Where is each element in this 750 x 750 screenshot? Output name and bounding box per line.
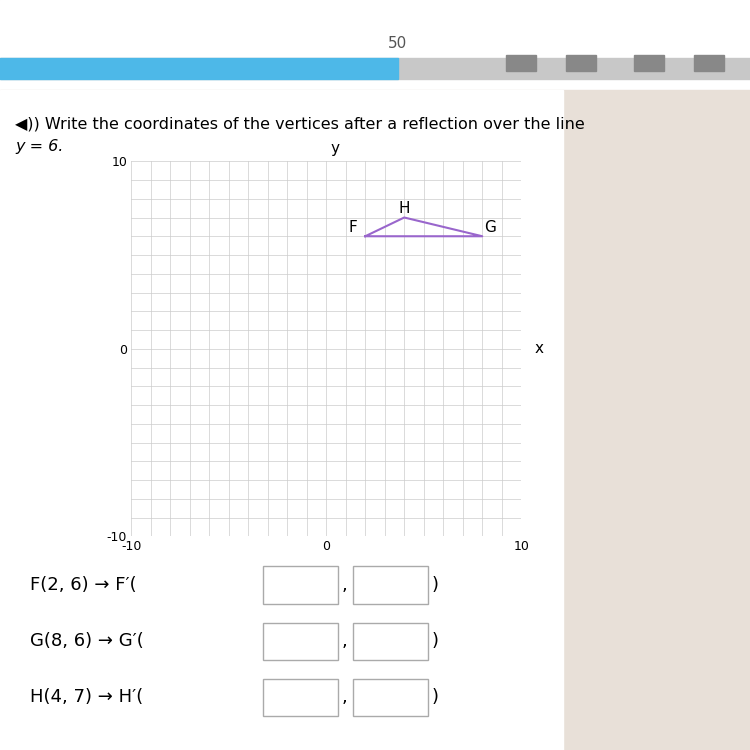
Bar bbox=[262, 566, 338, 604]
Bar bbox=[0, 58, 750, 79]
Bar bbox=[352, 679, 428, 716]
Bar bbox=[694, 55, 724, 71]
Bar bbox=[634, 55, 664, 71]
Text: G(8, 6) → G′(: G(8, 6) → G′( bbox=[30, 632, 144, 650]
Text: ): ) bbox=[431, 576, 438, 594]
Bar bbox=[506, 55, 536, 71]
Text: y: y bbox=[330, 141, 339, 156]
Bar bbox=[0, 90, 562, 750]
Bar bbox=[566, 55, 596, 71]
Text: ◀)) Write the coordinates of the vertices after a reflection over the line: ◀)) Write the coordinates of the vertice… bbox=[15, 116, 585, 131]
Bar bbox=[0, 58, 398, 79]
Bar bbox=[0, 90, 750, 750]
Text: 50: 50 bbox=[388, 36, 407, 51]
Text: y = 6.: y = 6. bbox=[15, 139, 63, 154]
Text: ): ) bbox=[431, 688, 438, 706]
Text: H: H bbox=[398, 201, 410, 216]
Text: ,: , bbox=[341, 576, 347, 594]
Bar bbox=[262, 679, 338, 716]
Text: G: G bbox=[484, 220, 496, 236]
Bar bbox=[352, 566, 428, 604]
Text: F: F bbox=[349, 220, 358, 236]
Text: F(2, 6) → F′(: F(2, 6) → F′( bbox=[30, 576, 136, 594]
Text: ,: , bbox=[341, 632, 347, 650]
Text: x: x bbox=[535, 341, 544, 356]
Bar bbox=[0, 0, 750, 90]
Bar bbox=[352, 622, 428, 660]
Text: ,: , bbox=[341, 688, 347, 706]
Text: H(4, 7) → H′(: H(4, 7) → H′( bbox=[30, 688, 143, 706]
Bar bbox=[262, 622, 338, 660]
Text: ): ) bbox=[431, 632, 438, 650]
